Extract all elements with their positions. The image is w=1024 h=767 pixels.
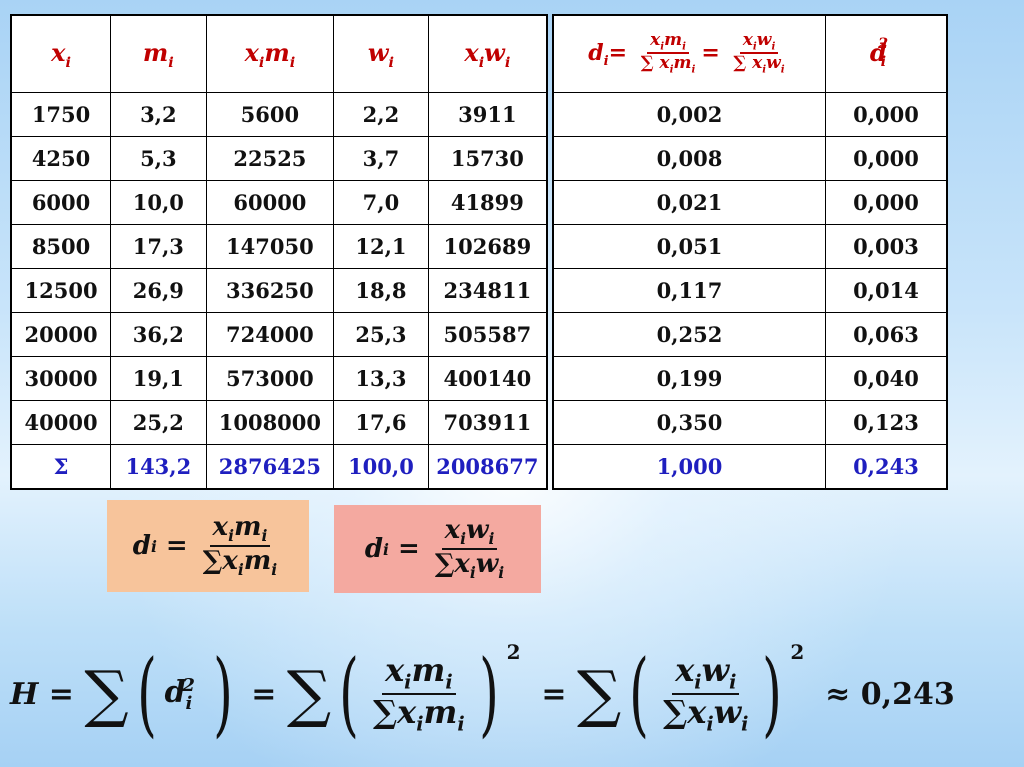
m-value: 26,9 bbox=[110, 268, 207, 313]
m-value: 25,2 bbox=[110, 400, 207, 445]
m-value: 10,0 bbox=[110, 180, 207, 225]
derived-row: 0,117 0,014 bbox=[552, 268, 948, 313]
header-di-formula: di= ximi ∑ ximi = xiwi ∑ xiwi bbox=[552, 14, 826, 93]
xm-value: 60000 bbox=[205, 180, 335, 225]
xm-value: 724000 bbox=[205, 312, 335, 357]
d-value: 0,350 bbox=[552, 400, 826, 445]
herfindahl-formula: H = ∑(di2) = ∑(ximi ∑ximi) 2 = ∑(xiwi ∑xiwi… bbox=[10, 640, 955, 747]
xm-value: 5600 bbox=[205, 92, 335, 137]
table-row: 30000 19,1 573000 13,3 400140 bbox=[10, 356, 548, 401]
d-value: 0,021 bbox=[552, 180, 826, 225]
d-squared-value: 0,123 bbox=[824, 400, 948, 445]
xw-value: 2008677 bbox=[427, 444, 548, 490]
d-value: 0,199 bbox=[552, 356, 826, 401]
derived-row: 0,002 0,000 bbox=[552, 92, 948, 137]
m-value: 3,2 bbox=[110, 92, 207, 137]
xw-value: 400140 bbox=[427, 356, 548, 401]
w-value: 3,7 bbox=[333, 136, 429, 181]
m-value: 36,2 bbox=[110, 312, 207, 357]
w-value: 25,3 bbox=[333, 312, 429, 357]
m-value: 17,3 bbox=[110, 224, 207, 269]
derived-row: 0,008 0,000 bbox=[552, 136, 948, 181]
data-table: xi mi ximi wi xiwi 1750 3,2 5600 2,2 3911 425… bbox=[10, 14, 548, 490]
x-value: 4250 bbox=[10, 136, 112, 181]
derived-sum-row: 1,000 0,243 bbox=[552, 444, 948, 490]
xw-value: 41899 bbox=[427, 180, 548, 225]
w-value: 18,8 bbox=[333, 268, 429, 313]
table-row: 40000 25,2 1008000 17,6 703911 bbox=[10, 400, 548, 445]
m-value: 5,3 bbox=[110, 136, 207, 181]
xw-value: 703911 bbox=[427, 400, 548, 445]
x-value: Σ bbox=[10, 444, 112, 490]
x-value: 1750 bbox=[10, 92, 112, 137]
d-squared-value: 0,000 bbox=[824, 92, 948, 137]
x-value: 20000 bbox=[10, 312, 112, 357]
d-squared-value: 0,063 bbox=[824, 312, 948, 357]
x-value: 8500 bbox=[10, 224, 112, 269]
d-value: 0,252 bbox=[552, 312, 826, 357]
x-value: 40000 bbox=[10, 400, 112, 445]
d-value: 0,008 bbox=[552, 136, 826, 181]
table-row: 1750 3,2 5600 2,2 3911 bbox=[10, 92, 548, 137]
derived-row: 0,021 0,000 bbox=[552, 180, 948, 225]
d-value: 0,002 bbox=[552, 92, 826, 137]
header-ximi: ximi bbox=[205, 14, 335, 93]
header-di-squared: di2 bbox=[824, 14, 948, 93]
xw-value: 505587 bbox=[427, 312, 548, 357]
xw-value: 15730 bbox=[427, 136, 548, 181]
derived-row: 0,350 0,123 bbox=[552, 400, 948, 445]
derived-row: 0,199 0,040 bbox=[552, 356, 948, 401]
table-header-row: xi mi ximi wi xiwi bbox=[10, 14, 548, 93]
d-squared-value: 0,003 bbox=[824, 224, 948, 269]
w-value: 17,6 bbox=[333, 400, 429, 445]
header-wi: wi bbox=[333, 14, 429, 93]
derived-table: di= ximi ∑ ximi = xiwi ∑ xiwi di2 0,002 0,00… bbox=[552, 14, 948, 490]
header-xi: xi bbox=[10, 14, 112, 93]
xm-value: 22525 bbox=[205, 136, 335, 181]
table-row: 8500 17,3 147050 12,1 102689 bbox=[10, 224, 548, 269]
d-value: 0,051 bbox=[552, 224, 826, 269]
table-row: 4250 5,3 22525 3,7 15730 bbox=[10, 136, 548, 181]
m-value: 19,1 bbox=[110, 356, 207, 401]
d-value: 1,000 bbox=[552, 444, 826, 490]
w-value: 100,0 bbox=[333, 444, 429, 490]
header-xiwi: xiwi bbox=[427, 14, 548, 93]
x-value: 6000 bbox=[10, 180, 112, 225]
xm-value: 1008000 bbox=[205, 400, 335, 445]
xm-value: 147050 bbox=[205, 224, 335, 269]
xw-value: 3911 bbox=[427, 92, 548, 137]
d-squared-value: 0,000 bbox=[824, 180, 948, 225]
table-row: 20000 36,2 724000 25,3 505587 bbox=[10, 312, 548, 357]
derived-row: 0,252 0,063 bbox=[552, 312, 948, 357]
x-value: 30000 bbox=[10, 356, 112, 401]
table-row: 12500 26,9 336250 18,8 234811 bbox=[10, 268, 548, 313]
xm-value: 573000 bbox=[205, 356, 335, 401]
w-value: 13,3 bbox=[333, 356, 429, 401]
table-row: 6000 10,0 60000 7,0 41899 bbox=[10, 180, 548, 225]
w-value: 2,2 bbox=[333, 92, 429, 137]
d-squared-value: 0,014 bbox=[824, 268, 948, 313]
sum-row: Σ 143,2 2876425 100,0 2008677 bbox=[10, 444, 548, 490]
w-value: 12,1 bbox=[333, 224, 429, 269]
d-squared-value: 0,040 bbox=[824, 356, 948, 401]
xm-value: 336250 bbox=[205, 268, 335, 313]
x-value: 12500 bbox=[10, 268, 112, 313]
derived-header-row: di= ximi ∑ ximi = xiwi ∑ xiwi di2 bbox=[552, 14, 948, 93]
xw-value: 234811 bbox=[427, 268, 548, 313]
m-value: 143,2 bbox=[110, 444, 207, 490]
header-mi: mi bbox=[110, 14, 207, 93]
xw-value: 102689 bbox=[427, 224, 548, 269]
d-value: 0,117 bbox=[552, 268, 826, 313]
result-value: 0,243 bbox=[860, 676, 955, 712]
w-value: 7,0 bbox=[333, 180, 429, 225]
d-squared-value: 0,243 bbox=[824, 444, 948, 490]
derived-row: 0,051 0,003 bbox=[552, 224, 948, 269]
xm-value: 2876425 bbox=[205, 444, 335, 490]
d-squared-value: 0,000 bbox=[824, 136, 948, 181]
